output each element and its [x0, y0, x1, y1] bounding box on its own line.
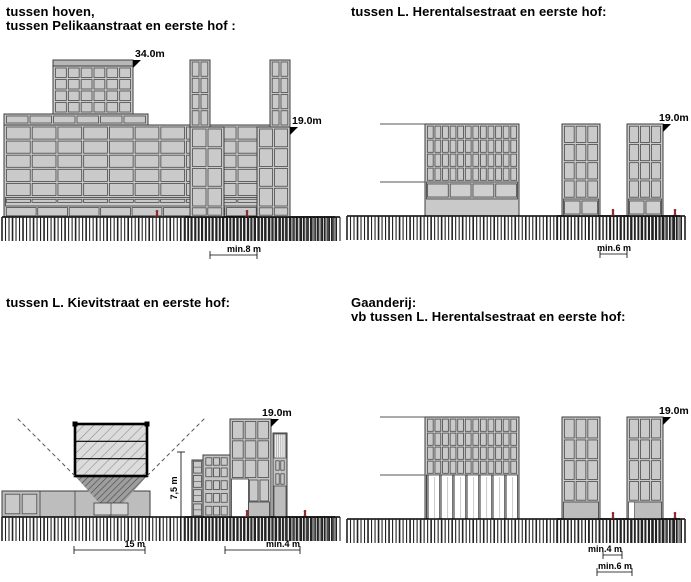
- svg-text:min.4 m: min.4 m: [588, 544, 622, 554]
- svg-text:34.0m: 34.0m: [135, 48, 165, 60]
- svg-text:min.6 m: min.6 m: [598, 561, 632, 571]
- svg-text:19.0m: 19.0m: [262, 407, 292, 419]
- svg-text:min.6 m: min.6 m: [597, 243, 631, 253]
- svg-text:min.4 m: min.4 m: [266, 539, 300, 549]
- svg-text:7,5 m: 7,5 m: [169, 476, 179, 499]
- svg-text:19.0m: 19.0m: [292, 115, 322, 127]
- svg-text:min.8 m: min.8 m: [227, 244, 261, 254]
- svg-text:19.0m: 19.0m: [659, 112, 689, 124]
- svg-text:19.0m: 19.0m: [659, 405, 689, 417]
- svg-text:15 m: 15 m: [124, 539, 145, 549]
